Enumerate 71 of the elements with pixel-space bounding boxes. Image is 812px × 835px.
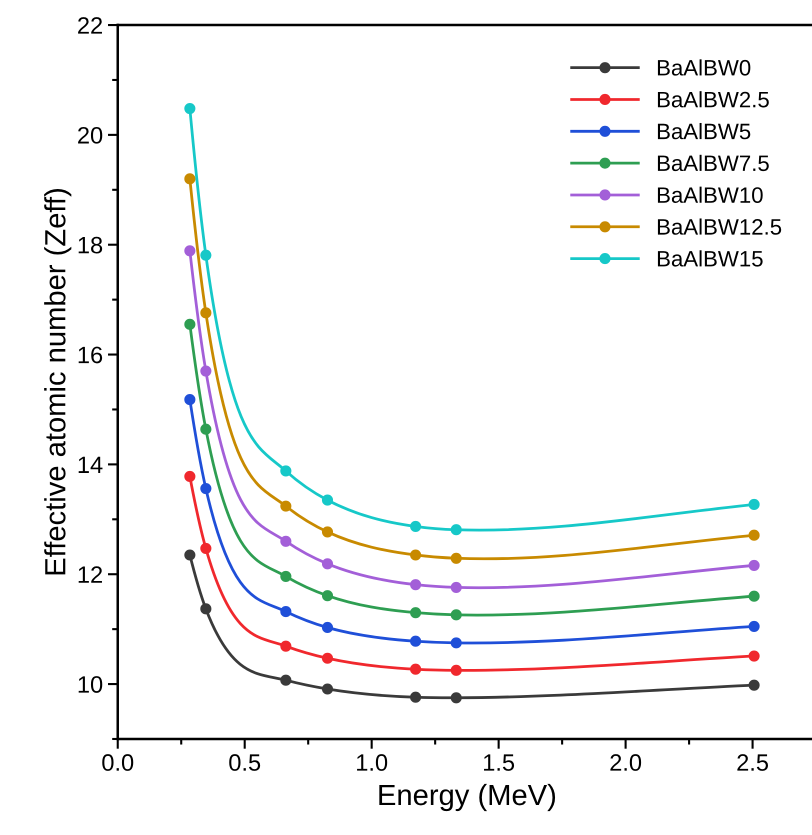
point bbox=[322, 683, 334, 695]
point bbox=[410, 579, 422, 590]
point bbox=[410, 692, 422, 703]
point bbox=[184, 318, 196, 330]
point bbox=[748, 590, 760, 602]
point bbox=[450, 582, 462, 593]
point bbox=[280, 674, 292, 686]
point bbox=[450, 552, 462, 564]
point bbox=[200, 307, 212, 318]
point bbox=[410, 549, 422, 561]
x-tick-label: 1.5 bbox=[484, 754, 514, 771]
x-tick-label: 2.0 bbox=[610, 754, 642, 771]
point bbox=[410, 636, 422, 647]
y-tick-label: 12 bbox=[78, 566, 102, 583]
y-tick-label: 18 bbox=[78, 236, 102, 254]
point bbox=[280, 536, 292, 547]
point bbox=[184, 245, 196, 256]
point bbox=[450, 637, 462, 648]
point bbox=[200, 542, 212, 554]
x-tick-label: 0.0 bbox=[102, 754, 134, 771]
point bbox=[280, 606, 292, 618]
point bbox=[450, 692, 462, 704]
point bbox=[322, 590, 334, 602]
point bbox=[200, 250, 212, 261]
point bbox=[200, 482, 212, 494]
point bbox=[280, 500, 292, 512]
legend-label: BaAlBW2.5 bbox=[658, 91, 769, 108]
legend-label: BaAlBW15 bbox=[658, 250, 763, 267]
y-tick-label: 22 bbox=[78, 17, 102, 34]
point bbox=[410, 520, 422, 532]
point bbox=[410, 607, 422, 618]
point bbox=[280, 465, 292, 477]
point bbox=[748, 498, 760, 510]
point bbox=[748, 560, 760, 571]
y-axis-title: Effective atomic number (Zeff) bbox=[44, 189, 72, 574]
y-tick-label: 14 bbox=[78, 456, 102, 473]
point bbox=[748, 530, 760, 541]
point bbox=[450, 664, 462, 676]
point bbox=[280, 640, 292, 652]
point bbox=[200, 424, 212, 435]
x-tick-label: 1.0 bbox=[357, 754, 388, 771]
point bbox=[184, 549, 196, 561]
point bbox=[184, 102, 196, 114]
point bbox=[322, 526, 334, 538]
point bbox=[200, 365, 212, 377]
point bbox=[280, 570, 292, 582]
point bbox=[184, 173, 196, 184]
point bbox=[748, 620, 760, 632]
point bbox=[450, 524, 462, 536]
point bbox=[322, 558, 334, 570]
legend-label: BaAlBW0 bbox=[658, 59, 750, 76]
point bbox=[200, 603, 212, 614]
x-tick-label: 2.5 bbox=[737, 754, 768, 771]
legend-label: BaAlBW10 bbox=[658, 186, 763, 203]
point bbox=[748, 680, 760, 691]
y-tick-label: 10 bbox=[78, 676, 102, 693]
point bbox=[184, 394, 196, 406]
point bbox=[450, 609, 462, 620]
legend-label: BaAlBW5 bbox=[658, 122, 750, 140]
y-tick-label: 20 bbox=[78, 126, 102, 144]
x-axis-title: Energy (MeV) bbox=[379, 784, 556, 812]
y-tick-label: 16 bbox=[78, 346, 102, 364]
point bbox=[410, 664, 422, 675]
legend-label: BaAlBW7.5 bbox=[658, 154, 769, 172]
point bbox=[322, 622, 334, 634]
point bbox=[748, 650, 760, 662]
x-tick-label: 0.5 bbox=[229, 754, 260, 771]
legend-label: BaAlBW12.5 bbox=[658, 218, 782, 235]
point bbox=[184, 470, 196, 482]
point bbox=[322, 652, 334, 664]
point bbox=[322, 494, 334, 506]
